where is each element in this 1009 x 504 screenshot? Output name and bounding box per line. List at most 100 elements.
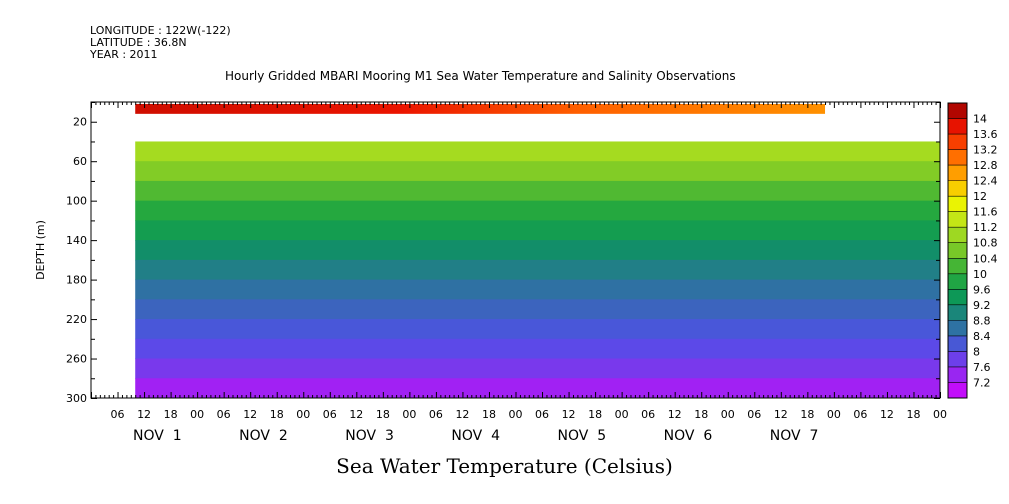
x-tick-label: 06 — [323, 408, 337, 421]
colorbar-swatch — [948, 335, 967, 352]
colorbar-tick-label: 11.2 — [973, 221, 998, 234]
colorbar-swatch — [948, 242, 967, 259]
colorbar-swatch — [948, 149, 967, 166]
y-tick-label: 220 — [66, 313, 87, 326]
x-tick-label: 18 — [800, 408, 814, 421]
depth-band — [135, 259, 940, 281]
colorbar-swatch — [948, 118, 967, 135]
colorbar-swatch — [948, 165, 967, 182]
x-tick-label: 12 — [455, 408, 469, 421]
x-tick-label: 00 — [721, 408, 735, 421]
temperature-field — [135, 103, 940, 399]
x-tick-label: 06 — [747, 408, 761, 421]
colorbar-swatch — [948, 304, 967, 321]
latitude-label: LATITUDE : 36.8N — [90, 36, 187, 49]
colorbar-tick-label: 10.8 — [973, 237, 998, 250]
x-tick-label: 12 — [349, 408, 363, 421]
plot-axes: 06 12 18 00 06 12 18 00 06 12 18 00 06 12 18 00 06 12 18 00… — [34, 101, 947, 444]
colorbar-tick-label: 11.6 — [973, 206, 998, 219]
x-day-label: NOV 4 — [451, 428, 500, 444]
x-tick-label: 18 — [482, 408, 496, 421]
x-tick-label: 12 — [243, 408, 257, 421]
colorbar-swatch — [948, 103, 967, 120]
colorbar-swatch — [948, 273, 967, 290]
depth-band — [135, 299, 940, 320]
depth-band — [135, 220, 940, 241]
colorbar-tick-label: 9.6 — [973, 283, 991, 296]
depth-band — [135, 180, 940, 202]
colorbar-tick-label: 12.4 — [973, 175, 998, 188]
x-tick-label: 12 — [562, 408, 576, 421]
colorbar-frame — [947, 102, 968, 399]
x-tick-label: 06 — [853, 408, 867, 421]
colorbar-swatch — [948, 211, 967, 228]
colorbar-tick-label: 8.8 — [973, 314, 991, 327]
depth-band — [135, 358, 940, 379]
y-axis-label: DEPTH (m) — [34, 220, 47, 280]
colorbar-tick-label: 12 — [973, 190, 987, 203]
depth-band — [135, 141, 940, 162]
depth-band — [135, 338, 940, 360]
colorbar-tick-label: 9.2 — [973, 299, 991, 312]
colorbar: 14 13.6 13.2 12.8 12.4 12 11.6 11.2 10.8 10.4 10 9.… — [947, 102, 998, 399]
x-tick-label: 06 — [535, 408, 549, 421]
y-tick-label: 300 — [66, 392, 87, 405]
x-day-label: NOV 5 — [558, 428, 607, 444]
x-tick-label: 12 — [774, 408, 788, 421]
x-tick-label: 00 — [615, 408, 629, 421]
x-tick-label: 18 — [270, 408, 284, 421]
colorbar-swatch — [948, 180, 967, 197]
colorbar-swatch — [948, 134, 967, 151]
x-tick-label: 12 — [137, 408, 151, 421]
x-day-label: NOV 6 — [664, 428, 713, 444]
x-tick-label: 06 — [641, 408, 655, 421]
colorbar-swatch — [948, 227, 967, 244]
x-day-label: NOV 7 — [770, 428, 819, 444]
x-tick-label: 18 — [376, 408, 390, 421]
y-tick-label: 260 — [66, 353, 87, 366]
colorbar-tick-label: 8.4 — [973, 330, 991, 343]
depth-band — [135, 279, 940, 300]
x-tick-label: 06 — [217, 408, 231, 421]
colorbar-tick-label: 12.8 — [973, 159, 998, 172]
surface-temperature-band — [135, 103, 826, 114]
colorbar-tick-label: 8 — [973, 345, 980, 358]
depth-band — [135, 200, 940, 221]
depth-band — [135, 378, 940, 399]
x-tick-label: 00 — [933, 408, 947, 421]
x-tick-label: 06 — [111, 408, 125, 421]
y-tick-label: 20 — [73, 116, 87, 129]
colorbar-tick-label: 14 — [973, 113, 987, 126]
x-tick-label: 12 — [668, 408, 682, 421]
x-tick-label: 00 — [827, 408, 841, 421]
x-tick-label: 00 — [402, 408, 416, 421]
colorbar-swatch — [948, 382, 967, 399]
x-tick-label: 18 — [906, 408, 920, 421]
colorbar-tick-label: 7.2 — [973, 376, 991, 389]
chart-title: Hourly Gridded MBARI Mooring M1 Sea Wate… — [225, 69, 736, 83]
longitude-label: LONGITUDE : 122W(-122) — [90, 24, 231, 37]
depth-band — [135, 240, 940, 261]
x-tick-label: 00 — [296, 408, 310, 421]
colorbar-swatch — [948, 196, 967, 213]
x-tick-label: 00 — [509, 408, 523, 421]
x-day-label: NOV 1 — [133, 428, 182, 444]
x-axis-label: Sea Water Temperature (Celsius) — [336, 454, 673, 478]
colorbar-tick-label: 13.6 — [973, 128, 998, 141]
y-tick-label: 100 — [66, 195, 87, 208]
colorbar-tick-label: 10 — [973, 268, 987, 281]
colorbar-swatch — [948, 320, 967, 337]
colorbar-swatch — [948, 366, 967, 383]
x-tick-label: 18 — [164, 408, 178, 421]
x-day-label: NOV 2 — [239, 428, 288, 444]
x-tick-label: 00 — [190, 408, 204, 421]
colorbar-swatch — [948, 258, 967, 275]
colorbar-swatch — [948, 289, 967, 306]
depth-band — [135, 161, 940, 182]
depth-band — [135, 319, 940, 340]
colorbar-tick-label: 10.4 — [973, 252, 998, 265]
x-tick-label: 18 — [588, 408, 602, 421]
colorbar-tick-label: 13.2 — [973, 144, 998, 157]
